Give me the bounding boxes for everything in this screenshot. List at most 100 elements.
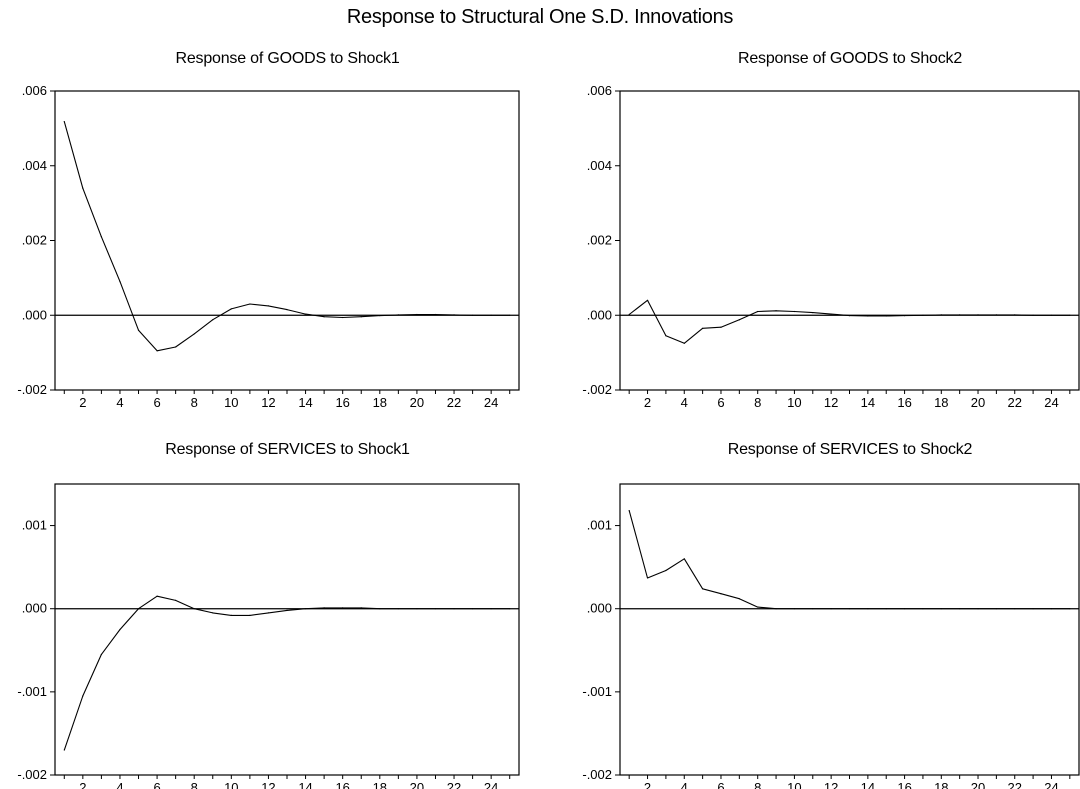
panel-title-goods-shock2: Response of GOODS to Shock2 <box>737 50 963 67</box>
data-point <box>940 314 942 316</box>
x-tick-label: 16 <box>897 780 911 789</box>
y-tick-label: -.002 <box>582 767 612 782</box>
x-tick-label: 20 <box>410 780 424 789</box>
x-tick-label: 12 <box>824 780 838 789</box>
x-tick-label: 6 <box>717 780 724 789</box>
data-point <box>175 346 177 348</box>
data-point <box>848 315 851 317</box>
data-point <box>434 313 437 316</box>
x-tick-label: 2 <box>644 780 651 789</box>
y-tick-label: .006 <box>22 83 47 98</box>
data-point <box>628 313 630 316</box>
response-line <box>63 121 510 352</box>
data-point <box>665 335 667 337</box>
data-point <box>940 608 942 610</box>
data-point <box>702 588 704 590</box>
response-line <box>628 510 1070 610</box>
data-point <box>416 313 418 316</box>
data-point <box>304 313 307 315</box>
data-point <box>82 187 84 189</box>
data-point <box>903 315 906 317</box>
y-tick-label: .004 <box>22 158 47 173</box>
data-point <box>175 599 177 602</box>
data-point <box>156 595 158 597</box>
x-tick-label: 8 <box>754 395 761 410</box>
x-tick-label: 22 <box>1008 780 1022 789</box>
y-tick-label: .004 <box>587 158 612 173</box>
x-tick-label: 22 <box>447 780 461 789</box>
data-point <box>100 236 102 238</box>
data-point <box>775 310 777 312</box>
x-tick-label: 14 <box>861 780 875 789</box>
data-point <box>812 608 814 610</box>
data-point <box>379 608 381 610</box>
data-point <box>360 607 362 609</box>
data-point <box>416 608 418 610</box>
data-point <box>286 309 288 311</box>
x-tick-label: 12 <box>824 395 838 410</box>
data-point <box>628 510 630 512</box>
data-point <box>812 312 814 314</box>
data-point <box>100 653 102 656</box>
x-tick-label: 24 <box>1044 395 1058 410</box>
data-point <box>775 608 777 610</box>
response-line <box>63 595 510 751</box>
data-point <box>1032 314 1034 316</box>
panel-title-services-shock2: Response of SERVICES to Shock2 <box>727 441 973 458</box>
x-tick-label: 8 <box>754 780 761 789</box>
x-tick-label: 16 <box>335 395 349 410</box>
data-point <box>119 628 121 631</box>
data-point <box>323 316 325 318</box>
data-point <box>738 598 740 600</box>
plot-frame <box>54 90 520 391</box>
x-tick-label: 4 <box>116 780 123 789</box>
data-point <box>249 303 251 305</box>
data-point <box>683 342 685 344</box>
data-point <box>885 608 887 610</box>
y-tick-label: -.001 <box>17 684 47 699</box>
figure-title: Response to Structural One S.D. Innovati… <box>346 6 734 28</box>
data-point <box>720 593 722 595</box>
data-point <box>472 314 474 316</box>
x-tick-label: 12 <box>261 395 275 410</box>
data-point <box>702 327 704 329</box>
panel-title-services-shock1: Response of SERVICES to Shock1 <box>165 441 410 458</box>
data-point <box>646 299 649 301</box>
data-point <box>304 608 307 610</box>
data-point <box>646 577 649 579</box>
data-point <box>63 749 65 751</box>
data-point <box>509 608 511 610</box>
x-tick-label: 24 <box>484 780 498 789</box>
x-tick-label: 18 <box>934 780 948 789</box>
x-tick-label: 16 <box>897 395 911 410</box>
data-point <box>212 612 214 614</box>
data-point <box>119 281 121 283</box>
x-tick-label: 10 <box>224 780 238 789</box>
data-point <box>490 314 492 316</box>
x-tick-label: 20 <box>971 395 985 410</box>
x-tick-label: 4 <box>681 780 688 789</box>
data-point <box>342 607 344 609</box>
data-point <box>267 612 270 614</box>
x-tick-label: 4 <box>681 395 688 410</box>
data-point <box>922 314 924 316</box>
y-tick-label: .002 <box>22 233 47 248</box>
data-point <box>286 609 288 611</box>
plot-frame <box>54 483 520 776</box>
x-tick-label: 24 <box>1044 780 1058 789</box>
plot-frame <box>619 90 1080 391</box>
data-point <box>453 314 455 316</box>
data-point <box>977 314 979 316</box>
plot-frame <box>619 483 1080 776</box>
data-point <box>665 569 667 572</box>
data-point <box>848 608 851 610</box>
data-point <box>738 319 740 321</box>
data-point <box>757 310 759 313</box>
data-point <box>137 608 140 610</box>
x-tick-label: 10 <box>224 395 238 410</box>
x-tick-label: 6 <box>153 780 160 789</box>
data-point <box>995 608 997 610</box>
data-point <box>1050 608 1053 610</box>
x-tick-label: 20 <box>410 395 424 410</box>
